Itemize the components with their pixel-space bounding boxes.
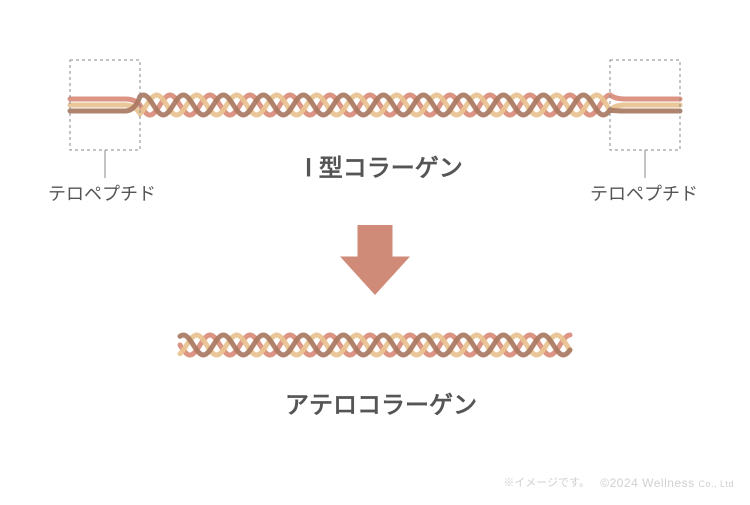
type1-collagen-label: Ⅰ 型コラーゲン <box>305 148 463 183</box>
copyright-text: ©2024 Wellness <box>600 476 694 490</box>
telopeptide-right-label: テロペプチド <box>590 180 698 206</box>
copyright: ©2024 Wellness Co., Ltd <box>600 476 734 490</box>
telopeptide-left-label: テロペプチド <box>48 180 156 206</box>
diagram-canvas: Ⅰ 型コラーゲン テロペプチド テロペプチド アテロコラーゲン ※イメージです。… <box>0 0 750 500</box>
atelocollagen-label: アテロコラーゲン <box>285 385 477 420</box>
image-note: ※イメージです。 <box>503 474 590 490</box>
copyright-suffix: Co., Ltd <box>698 479 734 489</box>
diagram-svg <box>0 0 750 500</box>
